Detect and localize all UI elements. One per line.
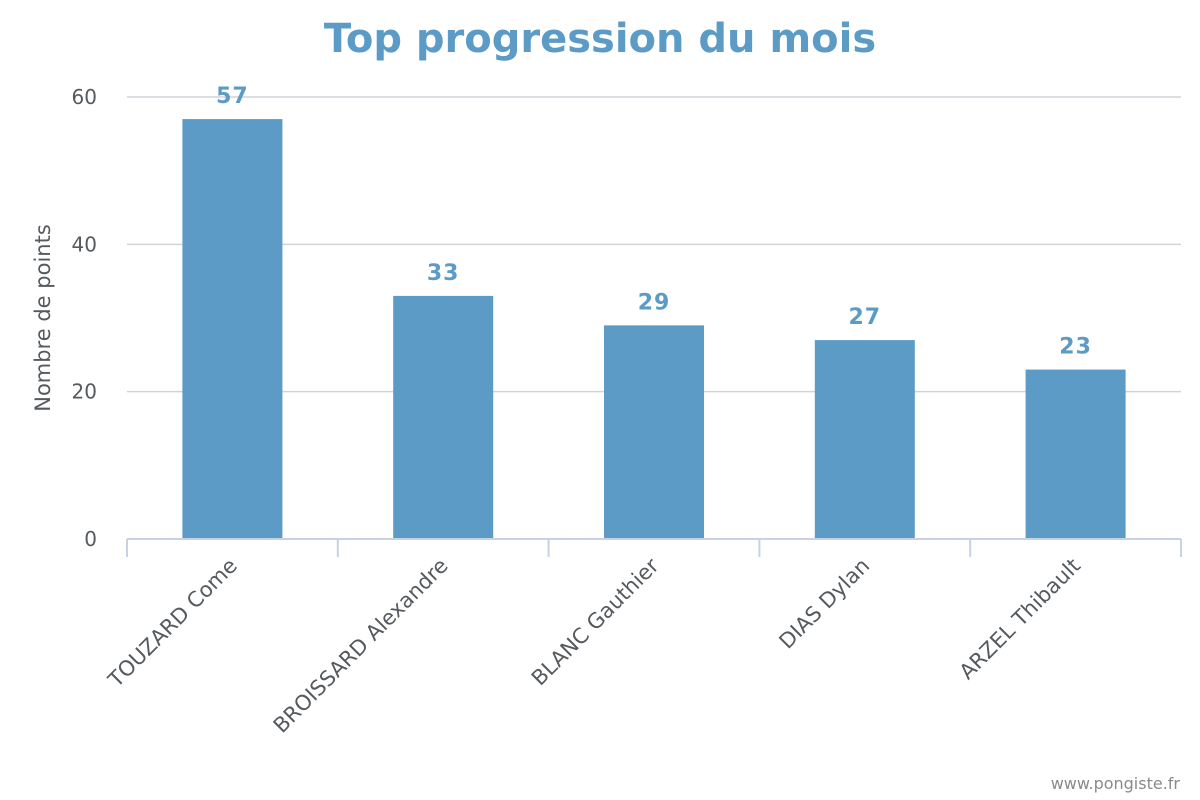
- chart-title: Top progression du mois: [324, 16, 876, 62]
- bar: [1025, 369, 1126, 539]
- y-tick-label: 60: [72, 85, 97, 109]
- y-axis-label: Nombre de points: [31, 224, 55, 412]
- x-tick-label: BLANC Gauthier: [527, 553, 664, 690]
- y-tick-label: 40: [72, 232, 97, 256]
- x-tick-label: BROISSARD Alexandre: [269, 554, 453, 738]
- y-axis: 0 20 40 60: [72, 85, 97, 551]
- bar: [604, 325, 704, 539]
- data-label: 29: [638, 290, 671, 315]
- y-tick-label: 0: [84, 527, 97, 551]
- y-tick-label: 20: [72, 380, 97, 404]
- x-tick-label: ARZEL Thibault: [955, 554, 1085, 684]
- data-label: 57: [216, 84, 249, 109]
- bar: [182, 119, 283, 539]
- data-label: 23: [1059, 335, 1092, 360]
- x-tick-label: TOUZARD Come: [103, 554, 242, 693]
- x-tick-label: DIAS Dylan: [774, 554, 874, 654]
- bar: [393, 295, 494, 539]
- data-labels: 57 33 29 27 23: [216, 84, 1092, 360]
- data-label: 33: [427, 261, 460, 286]
- x-axis: TOUZARD Come BROISSARD Alexandre BLANC Gau…: [103, 538, 1182, 738]
- credit-link[interactable]: www.pongiste.fr: [1051, 774, 1181, 793]
- data-label: 27: [848, 305, 881, 330]
- bar: [814, 340, 915, 539]
- bars: [182, 119, 1126, 539]
